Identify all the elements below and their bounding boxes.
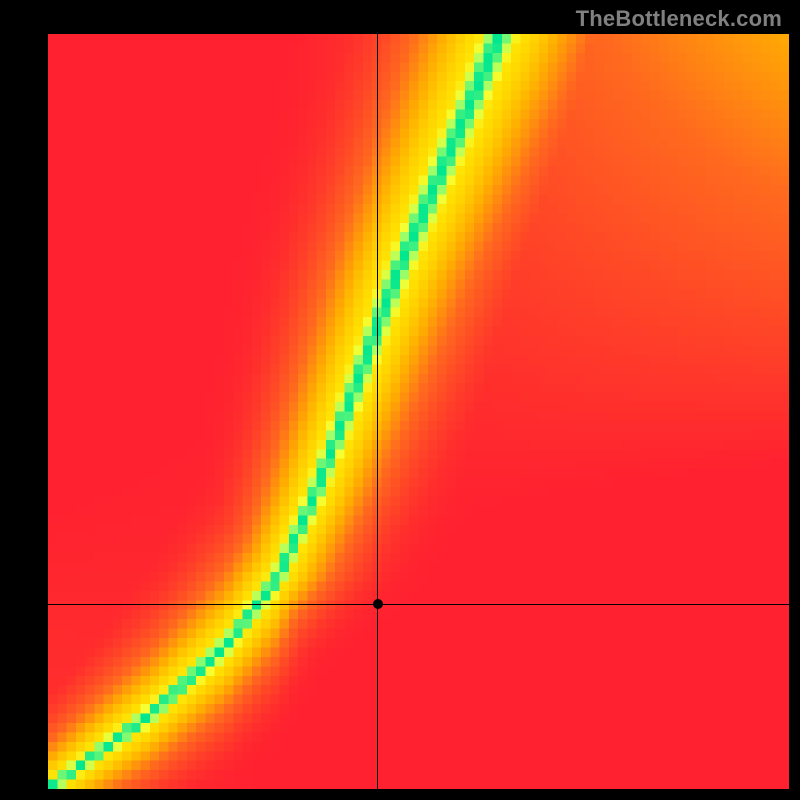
- bottleneck-heatmap: [48, 34, 789, 789]
- crosshair-horizontal: [48, 604, 789, 605]
- crosshair-marker[interactable]: [373, 599, 383, 609]
- watermark-text: TheBottleneck.com: [576, 6, 782, 32]
- crosshair-vertical: [377, 34, 378, 789]
- chart-container: { "watermark": { "text": "TheBottleneck.…: [0, 0, 800, 800]
